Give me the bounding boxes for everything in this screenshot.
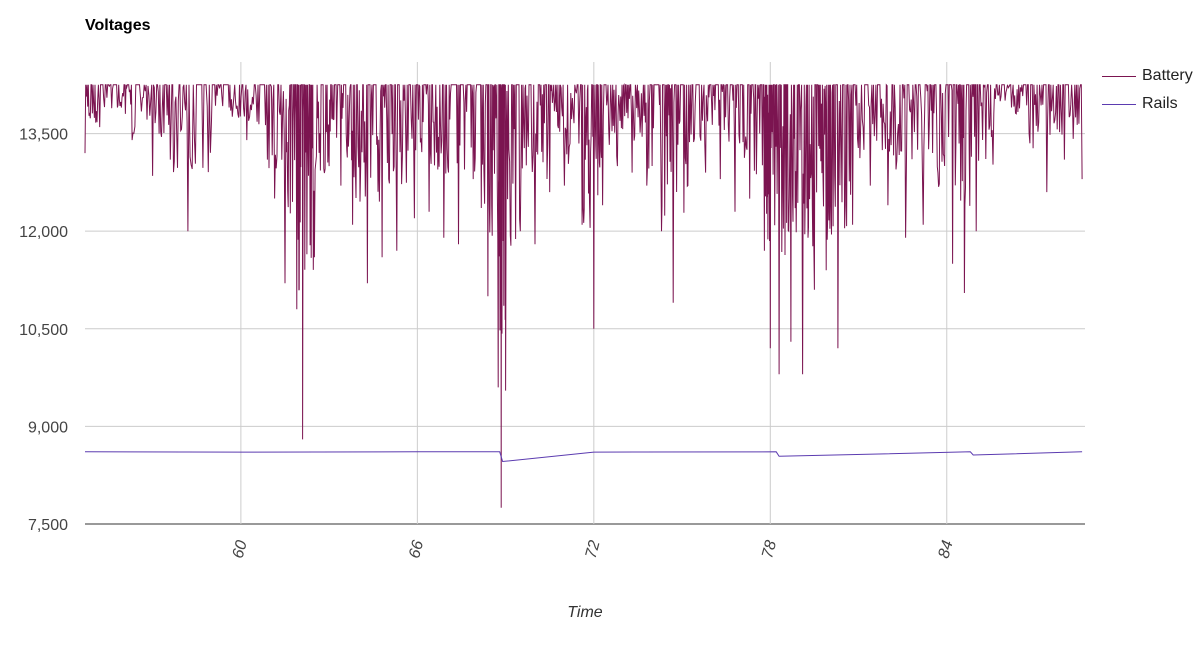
y-tick-label: 10,500	[19, 322, 68, 339]
x-tick-label: 66	[406, 539, 427, 561]
y-tick-label: 7,500	[28, 517, 68, 534]
series-line-rails	[84, 451, 1083, 463]
legend-label-battery: Battery	[1142, 67, 1193, 84]
y-axis-ticks: 7,500 9,000 10,500 12,000 13,500	[19, 127, 68, 534]
x-tick-label: 60	[230, 539, 251, 561]
legend-swatch-rails	[1102, 103, 1136, 105]
x-tick-label: 78	[759, 539, 780, 561]
legend-label-rails: Rails	[1142, 95, 1178, 112]
legend-swatch-battery	[1102, 75, 1136, 77]
y-tick-label: 13,500	[19, 127, 68, 144]
x-tick-label: 72	[583, 539, 604, 561]
chart-title: Voltages	[85, 17, 151, 34]
legend-item-battery[interactable]: Battery	[1102, 62, 1193, 90]
x-axis-ticks: 60 66 72 78 84	[230, 539, 957, 561]
y-tick-label: 12,000	[19, 224, 68, 241]
y-tick-label: 9,000	[28, 419, 68, 436]
x-axis-label: Time	[567, 604, 603, 621]
legend: Battery Rails	[1102, 62, 1193, 118]
series-lines	[84, 83, 1083, 508]
x-tick-label: 84	[936, 539, 957, 561]
series-line-battery	[84, 83, 1083, 508]
legend-item-rails[interactable]: Rails	[1102, 90, 1193, 118]
